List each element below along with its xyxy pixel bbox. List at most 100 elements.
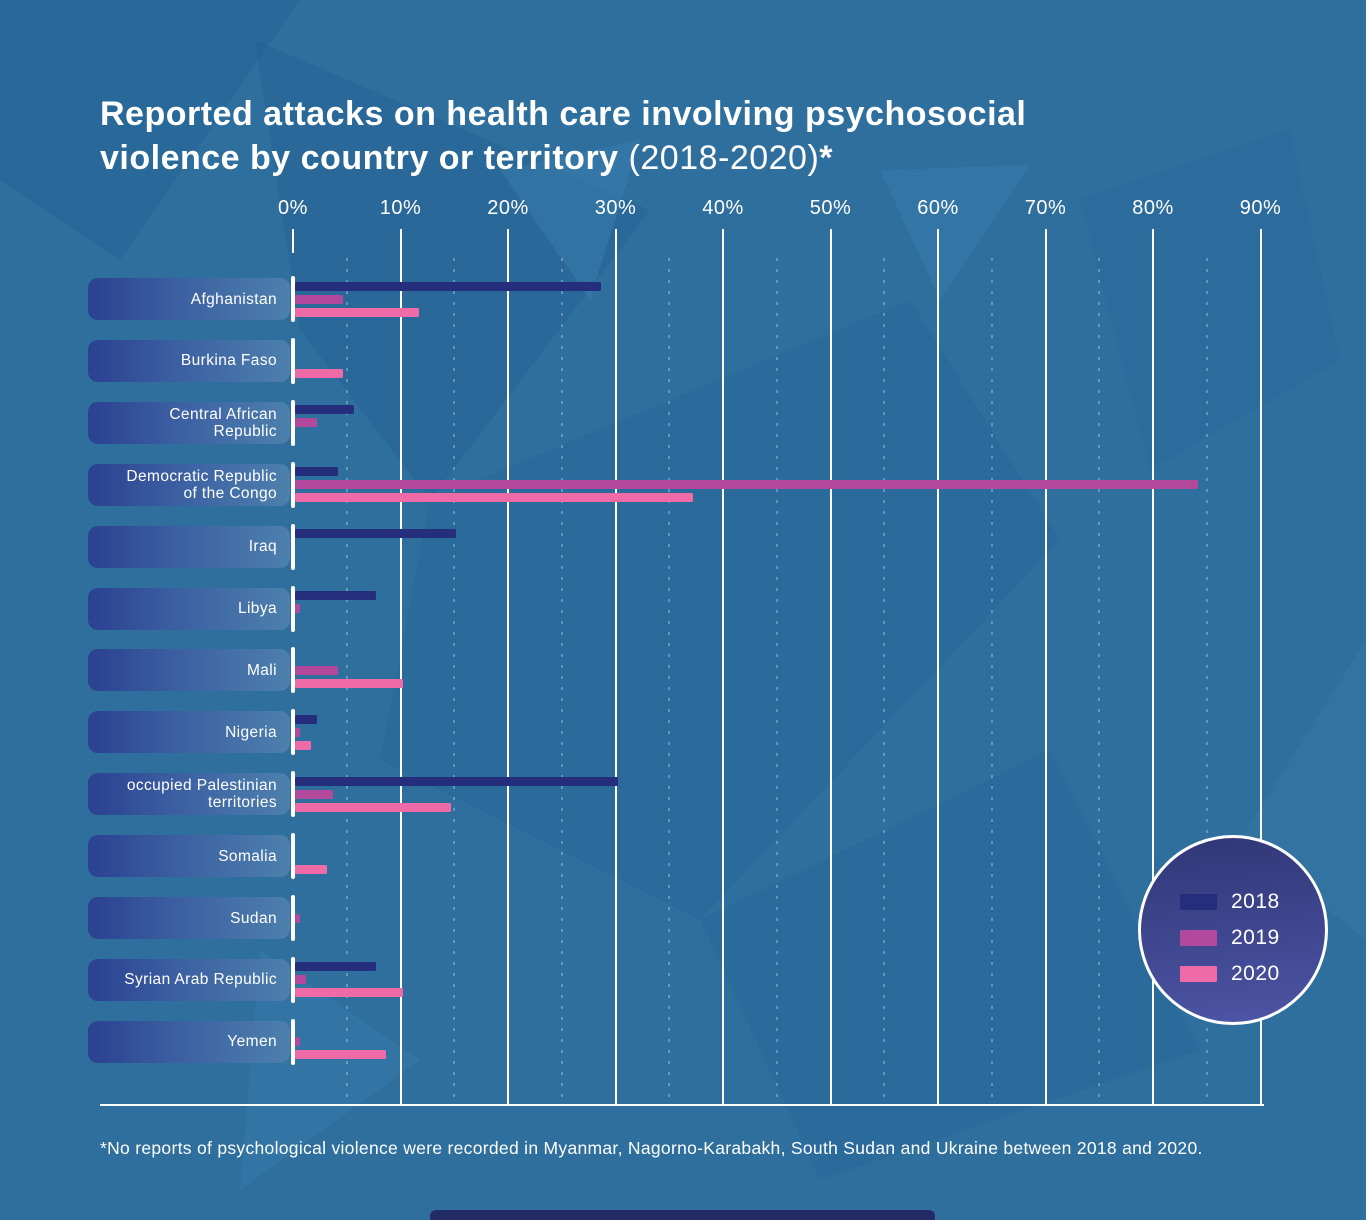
row-axis-segment <box>291 461 295 508</box>
bottom-decor-bar <box>430 1210 935 1220</box>
chart-title-asterisk: * <box>819 139 834 177</box>
bar-2020-somalia <box>295 864 328 874</box>
row-axis-segment <box>291 1018 295 1065</box>
x-tick-label: 50% <box>809 197 852 219</box>
bar-2019-central-african-republic <box>295 418 317 428</box>
country-label-pill-central-african-republic: Central African Republic <box>88 401 290 444</box>
bar-2018-libya <box>295 591 376 600</box>
chart-title: Reported attacks on health care involvin… <box>100 92 1026 180</box>
gridline-90 <box>1259 229 1262 1105</box>
footnote: *No reports of psychological violence we… <box>100 1138 1203 1158</box>
country-label-pill-sudan: Sudan <box>88 897 290 939</box>
bar-2019-sudan <box>295 913 301 923</box>
gridline-30 <box>614 229 617 1105</box>
bar-2019-nigeria <box>295 727 301 737</box>
bar-2019-afghanistan <box>295 294 344 304</box>
legend-label: 2020 <box>1231 962 1280 985</box>
bar-2020-afghanistan <box>295 307 419 317</box>
gridline-dotted-5pct <box>1098 258 1101 1105</box>
bar-2020-democratic-republic-of-the-congo <box>295 493 693 503</box>
bar-2020-syrian-arab-republic <box>295 988 403 998</box>
gridline-dotted-5pct <box>560 258 563 1105</box>
bar-2018-afghanistan <box>295 281 602 291</box>
gridline-dotted-5pct <box>883 258 886 1105</box>
row-axis-segment <box>291 276 295 322</box>
gridline-dotted-5pct <box>775 258 778 1105</box>
bar-2019-yemen <box>295 1037 301 1047</box>
row-axis-segment <box>291 771 295 818</box>
legend-label: 2018 <box>1231 890 1280 913</box>
bar-2018-iraq <box>295 529 457 539</box>
row-axis-segment <box>291 585 295 632</box>
row-axis-segment <box>291 337 295 384</box>
country-label-pill-yemen: Yemen <box>88 1020 290 1063</box>
country-label-pill-somalia: Somalia <box>88 835 290 878</box>
bar-2020-occupied-palestinian-territories <box>295 802 451 812</box>
legend-item-2020: 2020 <box>1180 956 1280 992</box>
chart-legend-items: 2018 2019 2020 <box>1180 884 1280 992</box>
x-tick-label: 70% <box>1024 197 1067 219</box>
x-tick-label: 30% <box>594 197 637 219</box>
bar-2020-burkina-faso <box>295 369 344 379</box>
x-axis-baseline <box>100 1104 1264 1106</box>
chart-legend <box>1138 835 1328 1025</box>
country-label-pill-afghanistan: Afghanistan <box>88 278 290 320</box>
x-tick-label: 20% <box>487 197 529 219</box>
country-label-pill-democratic-republic-of-the-congo: Democratic Republic of the Congo <box>88 463 290 506</box>
bar-2020-yemen <box>295 1050 387 1060</box>
gridline-70 <box>1044 229 1047 1105</box>
country-label-pill-libya: Libya <box>88 587 290 630</box>
bar-2018-central-african-republic <box>295 405 355 415</box>
row-axis-segment <box>291 399 295 446</box>
x-tick-label: 40% <box>702 197 744 219</box>
bar-2018-nigeria <box>295 714 317 724</box>
gridline-dotted-5pct <box>1205 258 1208 1105</box>
x-tick-mark <box>292 229 294 253</box>
country-label-pill-nigeria: Nigeria <box>88 711 290 754</box>
x-tick-label: 60% <box>917 197 959 219</box>
country-label-pill-occupied-palestinian-territories: occupied Palestinian territories <box>88 773 290 816</box>
chart-title-line2: violence by country or territory <box>100 139 619 177</box>
row-axis-segment <box>291 523 295 570</box>
gridline-80 <box>1152 229 1154 1105</box>
bar-2019-democratic-republic-of-the-congo <box>295 480 1198 490</box>
bar-2018-occupied-palestinian-territories <box>295 776 618 786</box>
row-axis-segment <box>291 956 295 1003</box>
gridline-50 <box>829 229 832 1105</box>
legend-swatch-2019 <box>1180 930 1217 946</box>
bar-2019-syrian-arab-republic <box>295 975 306 985</box>
bar-2018-democratic-republic-of-the-congo <box>295 467 338 477</box>
x-tick-label: 90% <box>1239 197 1282 219</box>
bar-2019-mali <box>295 665 338 675</box>
country-label-pill-syrian-arab-republic: Syrian Arab Republic <box>88 958 290 1001</box>
bar-2019-occupied-palestinian-territories <box>295 789 333 799</box>
gridline-dotted-5pct <box>990 258 993 1105</box>
bar-2018-syrian-arab-republic <box>295 962 376 972</box>
bar-2019-libya <box>295 604 301 613</box>
x-tick-label: 80% <box>1132 197 1174 219</box>
row-axis-segment <box>291 647 295 694</box>
gridline-10 <box>399 229 402 1105</box>
legend-item-2018: 2018 <box>1180 884 1280 920</box>
bar-2020-nigeria <box>295 740 312 750</box>
row-axis-segment <box>291 709 295 756</box>
country-label-pill-iraq: Iraq <box>88 525 290 568</box>
row-axis-segment <box>291 895 295 941</box>
legend-swatch-2020 <box>1180 966 1217 982</box>
x-tick-label: 0% <box>278 197 308 219</box>
gridline-dotted-5pct <box>668 258 671 1105</box>
legend-item-2019: 2019 <box>1180 920 1280 956</box>
gridline-40 <box>722 229 724 1105</box>
gridline-60 <box>937 229 939 1105</box>
gridline-dotted-5pct <box>453 258 456 1105</box>
legend-label: 2019 <box>1231 926 1280 949</box>
bar-2020-mali <box>295 678 403 688</box>
country-label-pill-mali: Mali <box>88 649 290 692</box>
row-axis-segment <box>291 833 295 880</box>
chart-title-period: (2018-2020) <box>628 139 820 177</box>
x-tick-label: 10% <box>379 197 422 219</box>
legend-swatch-2018 <box>1180 894 1217 910</box>
chart-title-line1: Reported attacks on health care involvin… <box>100 95 1027 133</box>
gridline-20 <box>507 229 509 1105</box>
